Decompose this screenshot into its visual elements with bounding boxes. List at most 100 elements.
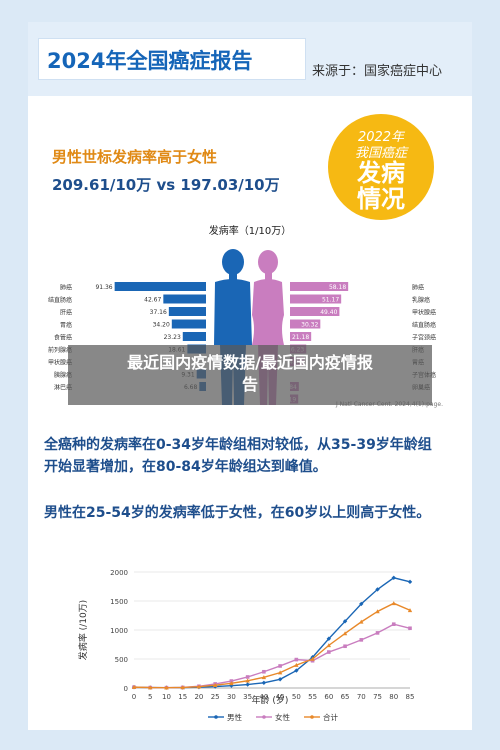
x-tick-label: 25 <box>211 693 220 701</box>
series-point <box>407 608 413 613</box>
x-tick-label: 65 <box>341 693 350 701</box>
series-line <box>133 623 411 689</box>
badge-line-4: 情况 <box>357 185 405 213</box>
overlay-line-1: 最近国内疫情数据/最近国内疫情报 <box>127 353 373 372</box>
male-value-label: 91.36 <box>95 284 112 291</box>
series-point <box>391 622 396 626</box>
year-badge: 2022年 我国癌症 发病 情况 <box>328 114 434 220</box>
x-tick-label: 40 <box>259 693 268 701</box>
badge-line-3: 发病 <box>357 159 405 187</box>
series-point <box>245 678 250 683</box>
legend-marker <box>214 715 218 719</box>
text1-line1: 全癌种的发病率在0-34岁年龄组相对较低，从35-39岁年龄组 <box>44 437 432 453</box>
series-point <box>278 664 282 668</box>
headline: 男性世标发病率高于女性 <box>52 148 218 166</box>
line-chart-grid <box>134 571 410 689</box>
report-source: 来源于：国家癌症中心 <box>312 64 443 79</box>
female-bar <box>290 319 321 329</box>
series-point <box>245 682 250 687</box>
x-axis-label: 年龄 (岁) <box>252 694 289 706</box>
male-category-label: 甲状腺癌 <box>48 359 72 367</box>
male-category-label: 淋巴癌 <box>54 384 72 392</box>
male-bar <box>114 282 206 291</box>
legend-label: 合计 <box>323 712 338 722</box>
report-header: 2024年全国癌症报告 来源于：国家癌症中心 <box>28 22 472 96</box>
age-incidence-line-chart: 0 500 1000 1500 2000 0 5 10 15 20 25 30 35 40 45 50 55 6… <box>77 569 415 722</box>
x-tick-label: 75 <box>373 693 382 701</box>
series-point <box>229 679 234 683</box>
badge-line-1: 2022年 <box>357 130 405 145</box>
subheadline: 209.61/10万 vs 197.03/10万 <box>52 176 280 194</box>
x-tick-label: 35 <box>243 693 252 701</box>
y-tick-label: 1000 <box>110 627 128 635</box>
x-tick-labels: 0 5 10 15 20 25 30 35 40 45 50 55 60 65 70 75 80 85 <box>132 693 415 701</box>
x-tick-label: 50 <box>292 693 301 701</box>
series-point <box>131 684 137 689</box>
x-tick-label: 60 <box>324 693 333 701</box>
x-tick-label: 30 <box>227 693 236 701</box>
legend-label: 女性 <box>275 712 290 722</box>
title-box: 2024年全国癌症报告 <box>38 38 306 80</box>
text1-line2: 开始显著增加，在80-84岁年龄组达到峰值。 <box>44 459 327 475</box>
male-value-label: 37.16 <box>150 309 167 316</box>
line-chart-legend: 男性 女性 合计 <box>208 712 338 722</box>
x-tick-label: 5 <box>148 693 152 701</box>
series-line <box>133 602 411 689</box>
series-point <box>359 619 364 624</box>
overlay-line-2: 告 <box>241 375 258 394</box>
female-value-label: 21.18 <box>292 334 309 341</box>
series-point <box>391 601 396 606</box>
legend-marker <box>262 715 266 719</box>
y-tick-label: 500 <box>115 656 128 664</box>
y-tick-label: 2000 <box>110 569 128 577</box>
series-point <box>180 685 185 690</box>
male-bar <box>168 307 206 316</box>
male-value-label: 42.67 <box>144 297 161 304</box>
series-point <box>229 681 234 686</box>
line-series <box>131 575 413 690</box>
series-point <box>343 644 347 649</box>
x-tick-label: 15 <box>178 693 187 701</box>
series-point <box>407 579 413 585</box>
male-category-label: 前列腺癌 <box>48 346 72 354</box>
series-point <box>294 662 299 667</box>
female-value-label: 51.17 <box>322 297 339 304</box>
female-category-label: 乳腺癌 <box>412 296 430 304</box>
female-bar <box>290 332 312 341</box>
series-point <box>342 631 348 636</box>
series-point <box>310 656 315 661</box>
male-category-label: 食管癌 <box>54 334 72 342</box>
y-tick-label: 0 <box>124 685 128 693</box>
female-bar <box>290 294 342 304</box>
male-bar <box>163 294 206 304</box>
x-tick-label: 20 <box>194 693 203 701</box>
female-bar <box>290 307 340 316</box>
series-point <box>261 680 267 685</box>
female-category-label: 结直肠癌 <box>412 321 436 329</box>
series-line <box>133 577 411 689</box>
text2: 男性在25-54岁的发病率低于女性，在60岁以上则高于女性。 <box>44 505 431 521</box>
male-bar <box>171 319 206 329</box>
male-category-label: 胰腺癌 <box>54 371 72 379</box>
x-tick-label: 45 <box>276 693 285 701</box>
y-axis-label: 发病率 (/10万) <box>77 600 89 660</box>
badge-line-2: 我国癌症 <box>354 146 407 161</box>
series-point <box>245 675 250 679</box>
series-point <box>164 685 169 690</box>
series-point <box>148 685 153 690</box>
female-value-label: 30.32 <box>301 322 318 329</box>
series-point <box>262 669 266 674</box>
female-category-label: 子宫颈癌 <box>412 334 436 342</box>
y-tick-labels: 0 500 1000 1500 2000 <box>110 569 128 693</box>
male-category-label: 胃癌 <box>60 321 72 329</box>
x-tick-label: 70 <box>357 693 366 701</box>
series-point <box>327 650 331 654</box>
male-value-label: 23.23 <box>164 334 181 341</box>
series-point <box>196 684 202 689</box>
series-point <box>375 609 380 614</box>
female-value-label: 49.40 <box>320 309 337 316</box>
series-point <box>326 643 332 648</box>
series-point <box>359 638 364 642</box>
series-point <box>375 631 380 635</box>
